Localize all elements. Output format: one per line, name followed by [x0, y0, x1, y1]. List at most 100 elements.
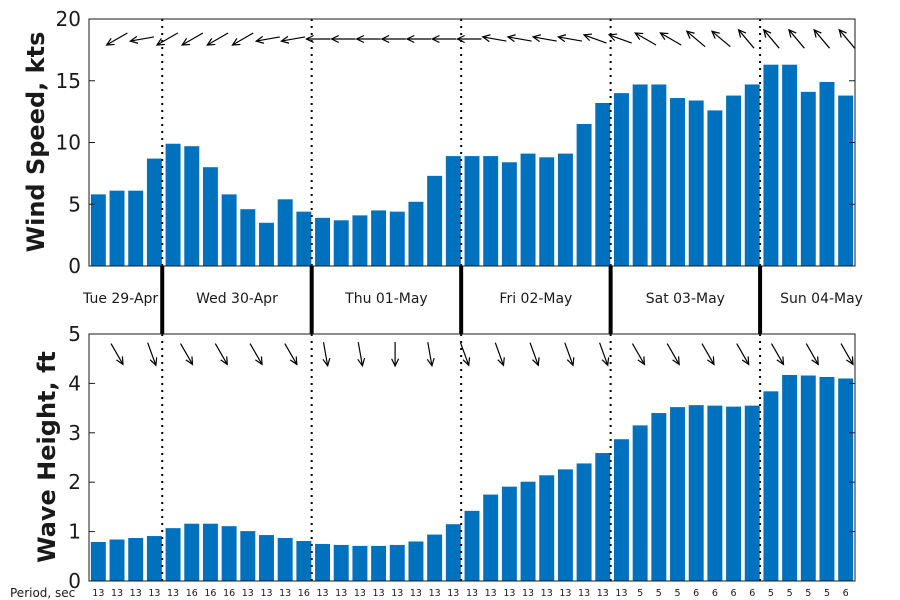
period-value: 13 — [167, 588, 179, 599]
wind-y-tick-label: 20 — [56, 7, 81, 31]
wave-bar — [259, 535, 274, 581]
wind-bar — [109, 190, 125, 266]
wave-direction-arrow — [322, 342, 331, 368]
period-value: 6 — [731, 588, 737, 599]
wind-bar — [744, 84, 760, 266]
period-value: 13 — [316, 588, 328, 599]
wind-bar — [483, 156, 499, 266]
wind-direction-arrow — [710, 30, 731, 48]
wave-bar — [501, 486, 517, 581]
wind-direction-arrow — [737, 28, 755, 49]
period-value: 13 — [615, 588, 627, 599]
period-value: 5 — [656, 588, 662, 599]
wind-bar — [613, 93, 629, 266]
wave-bar — [315, 543, 331, 581]
wind-bar — [296, 211, 312, 266]
wave-direction-arrow — [459, 342, 471, 367]
wave-direction-arrow — [426, 342, 435, 368]
wind-direction-arrows — [105, 28, 856, 49]
wind-direction-arrow — [231, 32, 254, 46]
wave-bar — [128, 538, 144, 581]
wind-bar — [782, 64, 798, 266]
wind-bar — [184, 146, 200, 266]
wind-direction-arrow — [380, 34, 406, 44]
wind-direction-arrow — [685, 30, 706, 48]
day-label: Sat 03-May — [646, 291, 725, 307]
wave-bar — [744, 405, 760, 581]
wave-direction-arrow — [736, 343, 750, 366]
wind-bar — [539, 157, 555, 266]
period-value: 13 — [260, 588, 272, 599]
period-value: 5 — [674, 588, 680, 599]
wind-bar — [670, 98, 685, 266]
wave-y-tick-label: 0 — [68, 569, 81, 593]
period-value: 5 — [768, 588, 774, 599]
wave-height-bars — [90, 375, 854, 581]
period-value: 13 — [111, 588, 123, 599]
wind-bar — [838, 95, 854, 266]
period-value: 13 — [279, 588, 291, 599]
wind-direction-arrow — [838, 28, 856, 49]
wind-bar — [315, 217, 331, 266]
wave-bar — [763, 391, 779, 581]
wave-bar — [632, 425, 648, 581]
wave-direction-arrow — [840, 343, 854, 366]
period-value: 13 — [578, 588, 590, 599]
wave-direction-arrow — [564, 342, 575, 367]
wind-direction-arrow — [128, 35, 155, 44]
wave-bar — [782, 375, 798, 581]
period-values: 13 13 13 13 13 16 16 16 13 13 13 16 13 13 13 13 13 13 13 13… — [92, 588, 848, 599]
wave-bar — [90, 541, 106, 581]
wind-bar — [202, 167, 218, 266]
wave-direction-arrow — [249, 343, 263, 366]
wave-bar — [408, 541, 424, 581]
wave-direction-arrow — [805, 343, 819, 366]
wave-direction-arrow — [701, 343, 715, 366]
wind-y-axis-ticks: 0 5 10 15 20 — [56, 7, 855, 278]
period-value: 13 — [92, 588, 104, 599]
wind-bar — [576, 123, 592, 266]
wave-bar — [146, 536, 162, 581]
wind-bar — [333, 220, 349, 266]
wave-y-tick-label: 5 — [68, 322, 81, 346]
wind-direction-arrow — [481, 34, 507, 43]
wave-bar — [726, 406, 742, 581]
wave-y-tick-label: 2 — [68, 470, 81, 494]
wave-bar — [688, 405, 704, 581]
wind-y-tick-label: 15 — [56, 69, 81, 93]
wind-bar — [408, 201, 424, 266]
period-value: 13 — [485, 588, 497, 599]
wave-direction-arrow — [529, 342, 540, 367]
wind-direction-arrow — [456, 34, 482, 44]
wave-bar — [427, 534, 443, 581]
wind-bar — [445, 156, 461, 266]
wind-direction-arrow — [180, 32, 204, 46]
wave-bar — [520, 481, 536, 581]
wind-bar — [520, 153, 536, 266]
wind-bar — [352, 215, 368, 266]
wind-direction-arrow — [607, 33, 632, 44]
wave-bar — [371, 545, 387, 581]
wind-y-tick-label: 10 — [56, 131, 81, 155]
wind-direction-arrow — [105, 32, 128, 46]
wave-direction-arrow — [631, 343, 646, 366]
wave-bar — [165, 528, 181, 581]
wind-direction-arrow — [304, 34, 331, 44]
wind-bar — [763, 64, 779, 266]
wave-bar — [202, 523, 218, 581]
wave-bar — [221, 526, 237, 581]
period-value: 13 — [373, 588, 385, 599]
period-value: 13 — [410, 588, 422, 599]
wind-bar — [800, 91, 816, 267]
wind-bar — [726, 95, 742, 266]
wind-bar — [595, 102, 611, 266]
wind-bar — [651, 84, 667, 266]
wave-bar — [464, 510, 480, 581]
wave-direction-arrow — [494, 342, 505, 367]
wave-y-tick-label: 4 — [68, 371, 81, 395]
wind-direction-arrow — [506, 34, 532, 43]
day-label: Tue 29-Apr — [82, 291, 158, 307]
wave-direction-arrows — [110, 342, 854, 368]
period-value: 13 — [541, 588, 553, 599]
